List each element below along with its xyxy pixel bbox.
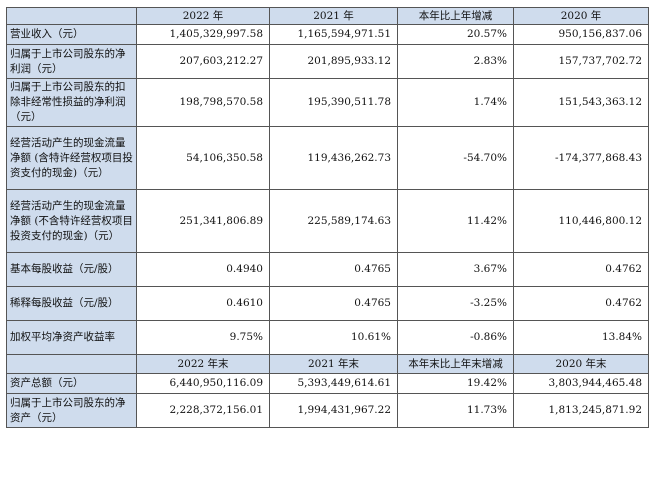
- cell-value: 251,341,806.89: [136, 189, 270, 253]
- table-row: 归属于上市公司股东的净利润（元） 207,603,212.27 201,895,…: [6, 44, 649, 79]
- cell-value: 110,446,800.12: [513, 189, 649, 253]
- header-2020-end: 2020 年末: [513, 354, 649, 374]
- cell-value: 225,589,174.63: [269, 189, 398, 253]
- table-row: 稀释每股收益（元/股） 0.4610 0.4765 -3.25% 0.4762: [6, 286, 649, 321]
- cell-value: 0.4765: [269, 286, 398, 321]
- table-row: 归属于上市公司股东的净资产（元） 2,228,372,156.01 1,994,…: [6, 393, 649, 428]
- header-2020: 2020 年: [513, 7, 649, 25]
- cell-value: -3.25%: [397, 286, 514, 321]
- cell-value: -54.70%: [397, 126, 514, 190]
- table-row: 营业收入（元） 1,405,329,997.58 1,165,594,971.5…: [6, 24, 649, 45]
- cell-value: 201,895,933.12: [269, 44, 398, 79]
- header-change: 本年比上年增减: [397, 7, 514, 25]
- cell-value: 157,737,702.72: [513, 44, 649, 79]
- row-label: 资产总额（元）: [6, 373, 137, 394]
- cell-value: 6,440,950,116.09: [136, 373, 270, 394]
- row-label: 归属于上市公司股东的扣除非经常性损益的净利润（元）: [6, 78, 137, 127]
- cell-value: 950,156,837.06: [513, 24, 649, 45]
- cell-value: 0.4610: [136, 286, 270, 321]
- cell-value: 195,390,511.78: [269, 78, 398, 127]
- cell-value: 207,603,212.27: [136, 44, 270, 79]
- cell-value: 1,813,245,871.92: [513, 393, 649, 428]
- cell-value: 5,393,449,614.61: [269, 373, 398, 394]
- row-label: 加权平均净资产收益率: [6, 320, 137, 355]
- header-2022: 2022 年: [136, 7, 270, 25]
- cell-value: 19.42%: [397, 373, 514, 394]
- header-change-end: 本年末比上年末增减: [397, 354, 514, 374]
- header-2021: 2021 年: [269, 7, 398, 25]
- cell-value: 54,106,350.58: [136, 126, 270, 190]
- cell-value: 20.57%: [397, 24, 514, 45]
- financial-table: 2022 年 2021 年 本年比上年增减 2020 年 营业收入（元） 1,4…: [6, 7, 649, 428]
- cell-value: 151,543,363.12: [513, 78, 649, 127]
- table-row: 经营活动产生的现金流量净额 (含特许经营权项目投资支付的现金)（元） 54,10…: [6, 126, 649, 190]
- cell-value: 0.4762: [513, 286, 649, 321]
- cell-value: 1,994,431,967.22: [269, 393, 398, 428]
- cell-value: 0.4765: [269, 252, 398, 287]
- cell-value: 0.4940: [136, 252, 270, 287]
- cell-value: 10.61%: [269, 320, 398, 355]
- cell-value: 1.74%: [397, 78, 514, 127]
- table-row: 加权平均净资产收益率 9.75% 10.61% -0.86% 13.84%: [6, 320, 649, 355]
- row-label: 经营活动产生的现金流量净额 (含特许经营权项目投资支付的现金)（元）: [6, 126, 137, 190]
- row-label: 稀释每股收益（元/股）: [6, 286, 137, 321]
- table-row: 基本每股收益（元/股） 0.4940 0.4765 3.67% 0.4762: [6, 252, 649, 287]
- header-blank-cell: [6, 7, 137, 25]
- header-row: 2022 年 2021 年 本年比上年增减 2020 年: [6, 7, 649, 25]
- cell-value: 2.83%: [397, 44, 514, 79]
- cell-value: 3.67%: [397, 252, 514, 287]
- header-row-2: 2022 年末 2021 年末 本年末比上年末增减 2020 年末: [6, 354, 649, 374]
- header-2021-end: 2021 年末: [269, 354, 398, 374]
- cell-value: 3,803,944,465.48: [513, 373, 649, 394]
- cell-value: 2,228,372,156.01: [136, 393, 270, 428]
- header-blank-cell: [6, 354, 137, 374]
- cell-value: -174,377,868.43: [513, 126, 649, 190]
- table-row: 归属于上市公司股东的扣除非经常性损益的净利润（元） 198,798,570.58…: [6, 78, 649, 127]
- financial-summary: 2022 年 2021 年 本年比上年增减 2020 年 营业收入（元） 1,4…: [6, 7, 649, 472]
- header-2022-end: 2022 年末: [136, 354, 270, 374]
- table-row: 经营活动产生的现金流量净额 (不含特许经营权项目投资支付的现金)（元） 251,…: [6, 189, 649, 253]
- row-label: 经营活动产生的现金流量净额 (不含特许经营权项目投资支付的现金)（元）: [6, 189, 137, 253]
- row-label: 营业收入（元）: [6, 24, 137, 45]
- row-label: 基本每股收益（元/股）: [6, 252, 137, 287]
- row-label: 归属于上市公司股东的净利润（元）: [6, 44, 137, 79]
- cell-value: 198,798,570.58: [136, 78, 270, 127]
- cell-value: 11.42%: [397, 189, 514, 253]
- cell-value: 9.75%: [136, 320, 270, 355]
- table-row: 资产总额（元） 6,440,950,116.09 5,393,449,614.6…: [6, 373, 649, 394]
- cell-value: 13.84%: [513, 320, 649, 355]
- cell-value: 0.4762: [513, 252, 649, 287]
- cell-value: 119,436,262.73: [269, 126, 398, 190]
- cell-value: 11.73%: [397, 393, 514, 428]
- cell-value: -0.86%: [397, 320, 514, 355]
- cell-value: 1,405,329,997.58: [136, 24, 270, 45]
- cell-value: 1,165,594,971.51: [269, 24, 398, 45]
- row-label: 归属于上市公司股东的净资产（元）: [6, 393, 137, 428]
